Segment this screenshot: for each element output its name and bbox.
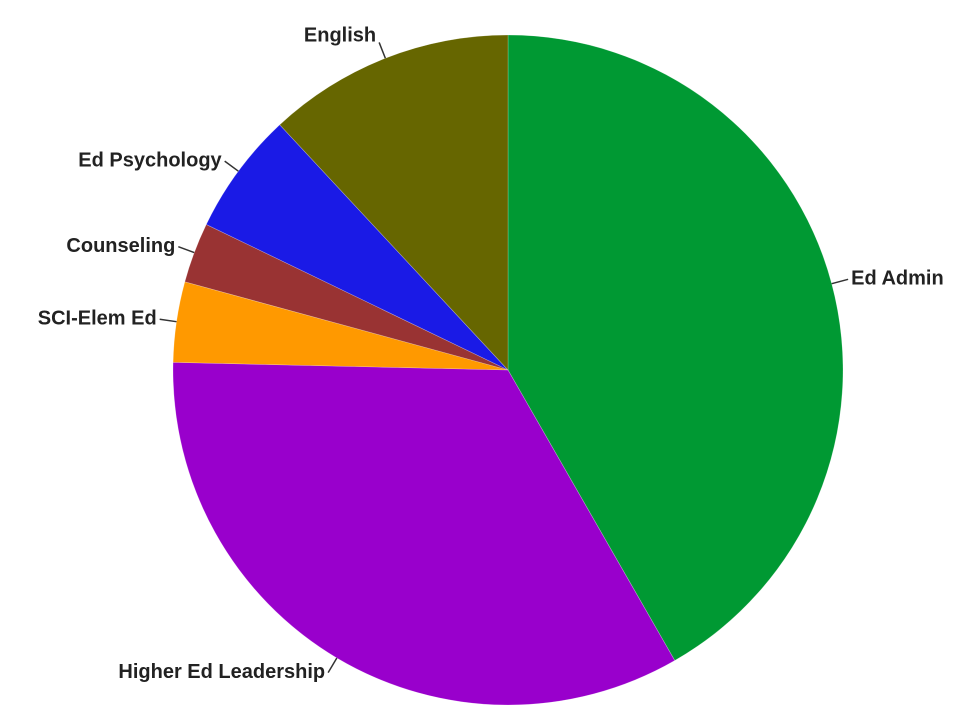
leader-line-counseling	[178, 245, 195, 254]
slice-label-english: English	[304, 25, 376, 47]
pie-slice-counseling	[184, 224, 509, 371]
leader-line-ed-psychology	[224, 160, 239, 172]
leader-lines	[159, 42, 849, 673]
pie-slice-sci-elem-ed	[172, 281, 509, 371]
pie-slices	[172, 34, 844, 705]
leader-line-english	[378, 42, 387, 59]
pie-slice-ed-admin	[507, 34, 844, 661]
slice-label-ed-admin: Ed Admin	[851, 268, 944, 290]
slice-labels: Ed Admin Higher Ed Leadership SCI-Elem Ed C…	[38, 25, 944, 683]
pie-slice-higher-ed-leadership	[172, 362, 676, 705]
leader-line-higher-ed-leadership	[327, 657, 338, 673]
pie-slice-english	[279, 34, 509, 371]
slice-label-sci-elem-ed: SCI-Elem Ed	[38, 308, 157, 330]
pie-slice-ed-psychology	[205, 124, 509, 371]
leader-line-sci-elem-ed	[159, 318, 177, 323]
slice-label-counseling: Counseling	[66, 235, 175, 257]
leader-line-ed-admin	[831, 278, 849, 285]
slice-label-ed-psychology: Ed Psychology	[78, 149, 222, 171]
slice-label-higher-ed-leadership: Higher Ed Leadership	[118, 661, 325, 683]
